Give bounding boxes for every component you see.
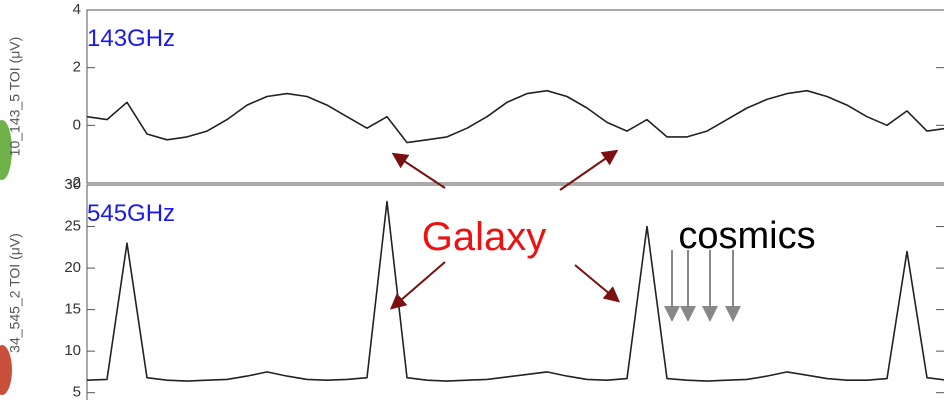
- y-tick-label: 5: [73, 384, 81, 400]
- cosmics-label: cosmics: [678, 215, 815, 257]
- chart: -202410_143_5 TOI (μV)143GHz510152025303…: [0, 0, 944, 400]
- y-axis-label: 34_545_2 TOI (μV): [7, 233, 23, 353]
- y-tick-label: 10: [64, 342, 81, 359]
- plot-frame: [87, 10, 944, 183]
- galaxy-label: Galaxy: [422, 215, 547, 259]
- y-tick-label: 2: [73, 59, 81, 76]
- y-tick-label: 30: [64, 176, 81, 193]
- panel-label: 143GHz: [87, 25, 175, 52]
- y-tick-label: 4: [73, 1, 81, 18]
- y-tick-label: 25: [64, 218, 81, 235]
- panel-label: 545GHz: [87, 200, 175, 227]
- y-tick-label: 20: [64, 259, 81, 276]
- cosmics-arrows: [672, 250, 733, 318]
- signal-line: [87, 91, 944, 143]
- y-tick-label: 15: [64, 301, 81, 318]
- y-axis-label: 10_143_5 TOI (μV): [7, 37, 23, 157]
- y-tick-label: 0: [73, 116, 81, 133]
